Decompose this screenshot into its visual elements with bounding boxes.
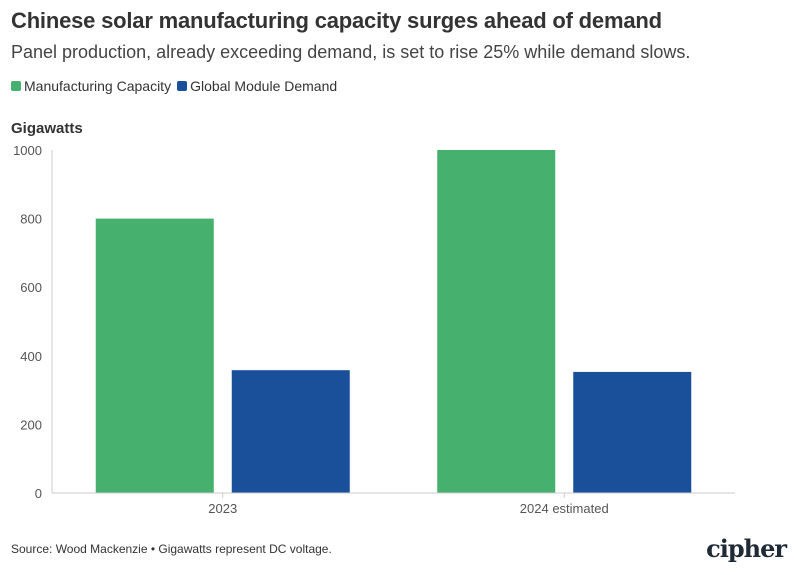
y-tick-label: 800 — [20, 212, 42, 227]
y-tick-label: 0 — [35, 486, 42, 501]
legend-swatch-demand — [177, 81, 188, 91]
chart-title: Chinese solar manufacturing capacity sur… — [11, 8, 662, 33]
chart-subtitle: Panel production, already exceeding dema… — [11, 42, 691, 62]
legend-label-demand: Global Module Demand — [190, 78, 338, 94]
bar-capacity — [95, 218, 214, 493]
y-axis-label: Gigawatts — [11, 120, 83, 137]
y-tick-label: 1000 — [13, 143, 42, 158]
legend-label-capacity: Manufacturing Capacity — [24, 78, 172, 94]
bar-demand — [573, 371, 692, 493]
legend-item-demand: Global Module Demand — [177, 78, 337, 94]
bar-capacity — [437, 150, 556, 493]
y-tick-label: 200 — [20, 417, 42, 432]
y-tick-label: 400 — [20, 349, 42, 364]
y-tick-label: 600 — [20, 280, 42, 295]
legend-item-capacity: Manufacturing Capacity — [11, 78, 171, 94]
cipher-logo: cipher — [706, 534, 787, 563]
x-tick-label: 2024 estimated — [520, 501, 609, 516]
legend: Manufacturing Capacity Global Module Dem… — [11, 78, 343, 94]
bar-demand — [231, 370, 350, 493]
source-note: Source: Wood Mackenzie • Gigawatts repre… — [11, 542, 332, 556]
legend-swatch-capacity — [11, 81, 21, 91]
x-tick-label: 2023 — [208, 501, 237, 516]
